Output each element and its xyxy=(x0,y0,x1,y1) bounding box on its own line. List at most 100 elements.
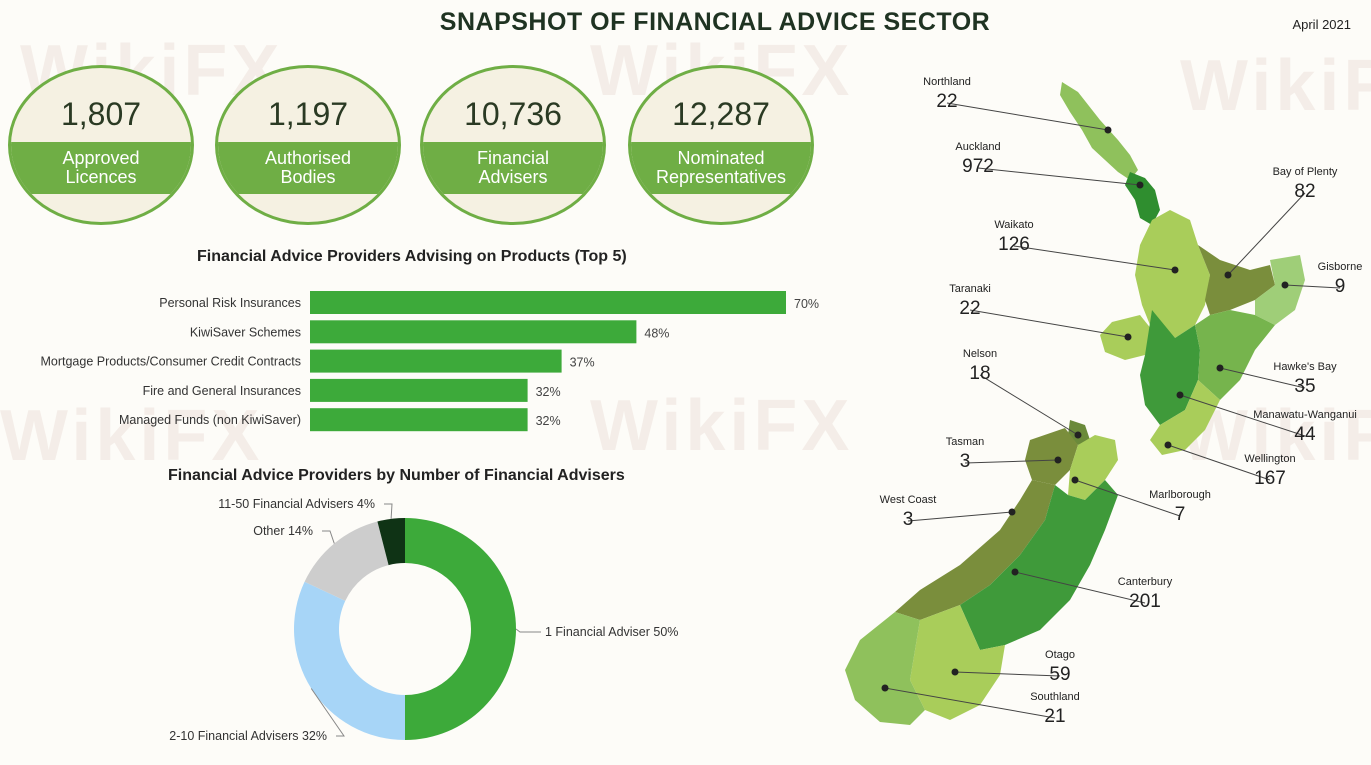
map-region-value: 21 xyxy=(1044,706,1065,727)
map-dot xyxy=(1071,476,1079,484)
map-dot xyxy=(881,684,889,692)
map-dot xyxy=(1176,391,1184,399)
page-title: SNAPSHOT OF FINANCIAL ADVICE SECTOR xyxy=(439,8,991,36)
donut-chart-title: Financial Advice Providers by Number of … xyxy=(168,467,625,484)
map-leader-line xyxy=(946,102,1109,131)
stat-authorised-bodies: 1,197 Authorised Bodies xyxy=(215,65,401,225)
map-region-value: 167 xyxy=(1254,468,1286,489)
donut-slice xyxy=(405,518,516,740)
bar-category-label: Managed Funds (non KiwiSaver) xyxy=(119,413,301,427)
region-west-coast xyxy=(895,480,1055,620)
map-dot xyxy=(1008,508,1016,516)
map-region-name: Hawke's Bay xyxy=(1273,361,1337,373)
map-region-value: 18 xyxy=(969,363,990,384)
stat-label-line: Bodies xyxy=(280,167,336,187)
map-region-name: Bay of Plenty xyxy=(1273,166,1338,178)
map-region-name: Manawatu-Wanganui xyxy=(1253,409,1357,421)
map-leader-line xyxy=(1219,367,1306,389)
map-region-name: Otago xyxy=(1045,649,1075,661)
map-dot xyxy=(1216,364,1224,372)
map-region-value: 3 xyxy=(903,509,914,530)
bar xyxy=(310,320,637,344)
map-dot xyxy=(1136,181,1144,189)
region-hawkes-bay xyxy=(1195,310,1275,400)
region-bay-of-plenty xyxy=(1198,245,1275,315)
map-region-name: Northland xyxy=(923,76,971,88)
map-region-value: 126 xyxy=(998,234,1030,255)
donut-leader-line xyxy=(384,503,393,519)
bar-chart: Personal Risk Insurances 70% KiwiSaver Sch… xyxy=(40,291,819,432)
region-waikato xyxy=(1135,210,1210,338)
stat-value: 12,287 xyxy=(672,96,770,132)
donut-leader-line xyxy=(310,688,345,737)
report-date: April 2021 xyxy=(1292,17,1351,32)
map-region-name: West Coast xyxy=(880,494,937,506)
map-region-name: Tasman xyxy=(946,436,985,448)
donut-chart: 1 Financial Adviser 50% 2-10 Financial Ad… xyxy=(169,497,678,743)
bar xyxy=(310,408,528,432)
donut-slice-label: 1 Financial Adviser 50% xyxy=(545,625,678,639)
map-region-value: 7 xyxy=(1175,504,1186,525)
region-tasman xyxy=(1025,428,1078,485)
region-northland xyxy=(1060,82,1138,180)
stat-label-line: Licences xyxy=(65,167,137,187)
map-dot xyxy=(1054,456,1062,464)
map-dot xyxy=(1281,281,1289,289)
donut-leader-line xyxy=(322,530,335,544)
map-region-name: Taranaki xyxy=(949,283,991,295)
bar-value-label: 48% xyxy=(644,326,669,340)
map-region-name: Southland xyxy=(1030,691,1080,703)
region-otago xyxy=(910,605,1005,720)
map-dot xyxy=(1011,568,1019,576)
stat-label-line: Representatives xyxy=(655,167,787,187)
map-region-name: Marlborough xyxy=(1149,489,1211,501)
donut-slice-label: Other 14% xyxy=(253,524,313,538)
map-dot xyxy=(1171,266,1179,274)
map-region-value: 3 xyxy=(960,451,971,472)
stat-label: Authorised Bodies xyxy=(218,142,398,194)
donut-slice xyxy=(377,518,405,566)
map-leader-line xyxy=(907,511,1013,522)
donut-leader-line xyxy=(515,628,541,633)
stat-label-line: Nominated xyxy=(677,148,765,168)
map-region-value: 82 xyxy=(1294,181,1315,202)
nz-region-map: Northland 22 Auckland 972 Bay of Plenty 82 Wai… xyxy=(845,76,1362,727)
stat-value: 10,736 xyxy=(464,96,562,132)
donut-slice-label: 2-10 Financial Advisers 32% xyxy=(169,729,327,743)
stat-label-line: Authorised xyxy=(264,148,352,168)
map-leader-line xyxy=(964,459,1059,464)
map-dot xyxy=(1164,441,1172,449)
map-region-value: 22 xyxy=(936,91,957,112)
map-region-name: Wellington xyxy=(1244,453,1295,465)
map-region-name: Nelson xyxy=(963,348,997,360)
stat-value: 1,807 xyxy=(60,96,142,132)
map-leader-line xyxy=(969,309,1129,338)
stat-label: Approved Licences xyxy=(11,142,191,194)
map-leader-line xyxy=(884,687,1056,719)
map-region-name: Auckland xyxy=(955,141,1000,153)
bar xyxy=(310,349,562,373)
bar-chart-title: Financial Advice Providers Advising on P… xyxy=(197,248,627,265)
map-leader-line xyxy=(979,374,1079,436)
map-leader-line xyxy=(1167,444,1271,481)
map-region-name: Waikato xyxy=(994,219,1033,231)
stat-label-line: Approved xyxy=(62,148,140,168)
map-region-value: 59 xyxy=(1049,664,1070,685)
map-region-value: 9 xyxy=(1335,276,1346,297)
map-leader-line xyxy=(1284,284,1341,289)
donut-slice-label: 11-50 Financial Advisers 4% xyxy=(218,497,375,511)
map-leader-line xyxy=(1227,192,1306,276)
map-region-value: 972 xyxy=(962,156,994,177)
region-wellington xyxy=(1150,380,1220,455)
map-dot xyxy=(1124,333,1132,341)
stat-approved-licences: 1,807 Approved Licences xyxy=(8,65,194,225)
stat-nominated-representatives: 12,287 Nominated Representatives xyxy=(628,65,814,225)
bar-category-label: Fire and General Insurances xyxy=(143,384,301,398)
map-region-value: 44 xyxy=(1294,424,1316,445)
region-auckland xyxy=(1125,172,1160,225)
map-leader-line xyxy=(1074,479,1181,517)
bar-value-label: 37% xyxy=(570,356,595,370)
stat-label: Nominated Representatives xyxy=(631,142,811,194)
region-marlborough xyxy=(1068,435,1118,500)
stat-value: 1,197 xyxy=(267,96,349,132)
